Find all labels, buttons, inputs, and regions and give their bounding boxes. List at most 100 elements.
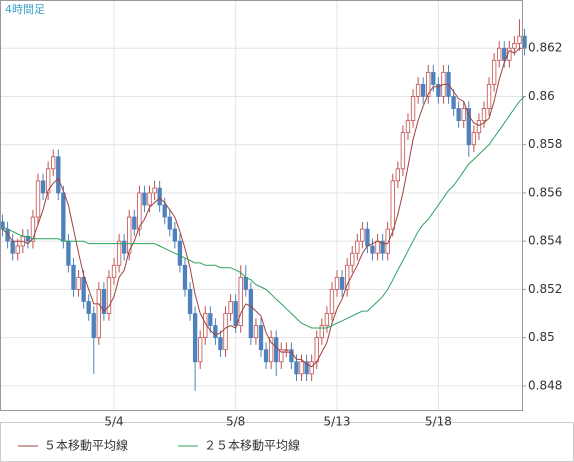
candle-body <box>299 361 304 375</box>
y-tick-label: 0.854 <box>528 234 562 248</box>
candle-body <box>106 276 112 314</box>
x-tick-label: 5/4 <box>104 415 123 429</box>
candle-body <box>497 47 502 61</box>
candle-body <box>182 264 188 290</box>
y-tick-label: 0.856 <box>528 185 562 199</box>
candle-body <box>451 96 456 109</box>
candle-body <box>71 264 76 290</box>
candle-body <box>274 337 279 363</box>
x-tick-label: 5/18 <box>425 415 452 429</box>
candle-body <box>147 192 152 206</box>
candle-body <box>238 276 243 326</box>
candle-body <box>279 349 284 363</box>
candle-body <box>0 221 5 230</box>
candle-body <box>385 228 390 254</box>
candle-body <box>233 301 238 326</box>
candle-body <box>294 361 299 375</box>
candle-body <box>15 245 20 254</box>
candle-body <box>365 228 370 247</box>
candle-body <box>223 313 228 351</box>
legend-label: ２５本移動平均線 <box>204 438 300 453</box>
candle-body <box>86 301 91 314</box>
candle-body <box>137 192 142 230</box>
candle-body <box>289 349 294 363</box>
candle-body <box>355 240 360 254</box>
candle-body <box>187 289 193 314</box>
plot-border <box>0 0 523 411</box>
candle-body <box>248 289 254 339</box>
candle-body <box>410 96 416 121</box>
ma-line <box>2 96 525 329</box>
candle-body <box>471 132 477 146</box>
candle-body <box>319 325 324 339</box>
candle-body <box>127 216 132 254</box>
candle-body <box>370 245 375 254</box>
candle-body <box>213 325 218 339</box>
candle-body <box>329 289 335 314</box>
candle-body <box>111 264 117 278</box>
candle-body <box>253 325 259 339</box>
candle-body <box>35 180 41 218</box>
candle-body <box>395 168 401 182</box>
candle-body <box>491 59 497 85</box>
x-tick-label: 5/13 <box>324 415 351 429</box>
candle-body <box>344 264 350 290</box>
candle-body <box>461 108 466 121</box>
candle-body <box>56 156 61 194</box>
y-tick-label: 0.858 <box>528 137 562 151</box>
candle-body <box>96 289 101 339</box>
candle-body <box>101 289 107 314</box>
candle-body <box>304 361 309 375</box>
x-tick-label: 5/8 <box>226 415 245 429</box>
candle-body <box>258 325 264 351</box>
candle-body <box>426 71 431 97</box>
candle-body <box>208 313 213 326</box>
candle-body <box>436 84 441 97</box>
candle-body <box>142 192 147 206</box>
candle-body <box>243 276 248 290</box>
candle-body <box>466 108 471 146</box>
candle-body <box>486 84 492 109</box>
candle-body <box>157 187 162 206</box>
candle-body <box>91 313 96 339</box>
y-tick-label: 0.862 <box>528 41 562 55</box>
candle-body <box>228 301 233 314</box>
candle-body <box>324 313 330 326</box>
candle-body <box>40 180 46 194</box>
candle-body <box>61 192 66 242</box>
candle-body <box>405 120 411 134</box>
candle-body <box>390 180 395 230</box>
candle-body <box>512 43 517 49</box>
candle-body <box>172 228 178 242</box>
candle-body <box>380 240 385 254</box>
candle-body <box>167 216 172 230</box>
y-tick-label: 0.852 <box>528 282 562 296</box>
candle-body <box>10 240 15 254</box>
candle-body <box>431 71 436 85</box>
candle-body <box>76 276 81 290</box>
candle-body <box>522 35 527 49</box>
y-tick-label: 0.85 <box>528 330 555 344</box>
candle-body <box>400 132 406 170</box>
candle-body <box>198 337 203 363</box>
candle-body <box>517 35 522 44</box>
candle-body <box>314 337 319 363</box>
plot-area <box>0 0 527 410</box>
candle-body <box>456 108 461 121</box>
candle-body <box>476 120 482 134</box>
candle-body <box>284 349 289 352</box>
candle-body <box>30 216 36 242</box>
candle-body <box>218 337 223 351</box>
candle-body <box>309 361 314 375</box>
legend-label: ５本移動平均線 <box>44 438 128 453</box>
ma-line <box>2 47 525 368</box>
candle-body <box>152 187 157 194</box>
candle-body <box>502 47 507 61</box>
candle-body <box>162 204 167 218</box>
candle-body <box>177 240 183 266</box>
candle-body <box>415 84 421 97</box>
candle-body <box>350 252 355 266</box>
candle-body <box>263 349 269 363</box>
